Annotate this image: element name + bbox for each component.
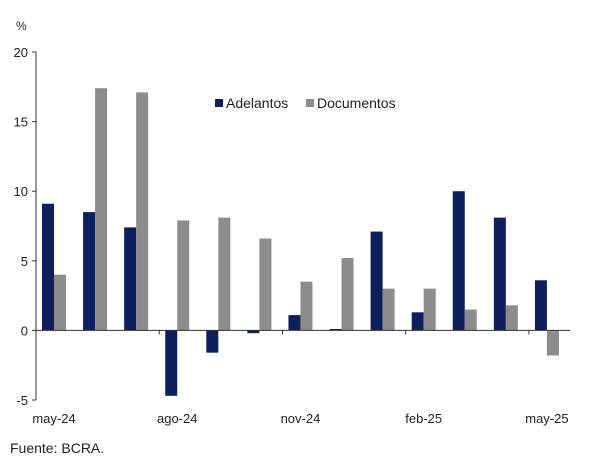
bar-adelantos-sep-24 <box>206 330 219 353</box>
legend-label-documentos: Documentos <box>317 95 396 111</box>
bar-documentos-jun-24 <box>95 88 108 331</box>
bar-adelantos-mar-25 <box>452 191 465 331</box>
x-tick-label: nov-24 <box>281 411 321 426</box>
y-unit-label: % <box>16 19 27 33</box>
bar-adelantos-oct-24 <box>247 330 260 334</box>
y-tick-label: -5 <box>16 393 28 408</box>
x-tick-label: may-24 <box>32 411 75 426</box>
y-tick-label: 15 <box>14 115 28 130</box>
bar-adelantos-ene-25 <box>370 231 383 331</box>
legend-swatch-documentos <box>306 99 314 107</box>
bars <box>42 88 559 396</box>
x-tick-label: ago-24 <box>157 411 197 426</box>
bar-documentos-may-25 <box>546 330 559 356</box>
legend: Adelantos Documentos <box>215 95 396 111</box>
y-tick-label: 5 <box>21 254 28 269</box>
bar-documentos-sep-24 <box>218 217 231 331</box>
bar-documentos-oct-24 <box>259 238 272 331</box>
y-tick-label: 0 <box>21 323 28 338</box>
bar-documentos-nov-24 <box>300 281 313 331</box>
bar-adelantos-dic-24 <box>329 329 342 331</box>
bar-adelantos-jul-24 <box>124 227 137 331</box>
x-tick-label: feb-25 <box>405 411 442 426</box>
legend-swatch-adelantos <box>215 99 223 107</box>
bar-adelantos-abr-25 <box>493 217 506 331</box>
source-note: Fuente: BCRA. <box>10 440 105 456</box>
y-axis: -5 0 5 10 15 20 <box>14 45 37 408</box>
bar-documentos-jul-24 <box>136 92 149 331</box>
bar-documentos-feb-25 <box>423 288 436 331</box>
bar-adelantos-may-25 <box>534 280 547 331</box>
bar-documentos-dic-24 <box>341 258 354 331</box>
x-axis: may-24 ago-24 nov-24 feb-25 may-25 <box>32 329 570 426</box>
x-tick-label: may-25 <box>525 411 568 426</box>
y-tick-label: 20 <box>14 45 28 60</box>
bar-adelantos-ago-24 <box>165 330 178 396</box>
bar-adelantos-feb-25 <box>411 312 424 331</box>
legend-label-adelantos: Adelantos <box>226 95 288 111</box>
bar-adelantos-may-24 <box>42 203 54 331</box>
bar-documentos-mar-25 <box>464 309 477 331</box>
y-tick-label: 10 <box>14 184 28 199</box>
bar-adelantos-nov-24 <box>288 315 301 331</box>
bar-adelantos-jun-24 <box>83 212 96 331</box>
bar-documentos-abr-25 <box>505 305 518 331</box>
bar-documentos-may-24 <box>54 274 66 331</box>
bar-documentos-ago-24 <box>177 220 190 331</box>
bar-documentos-ene-25 <box>382 288 395 331</box>
